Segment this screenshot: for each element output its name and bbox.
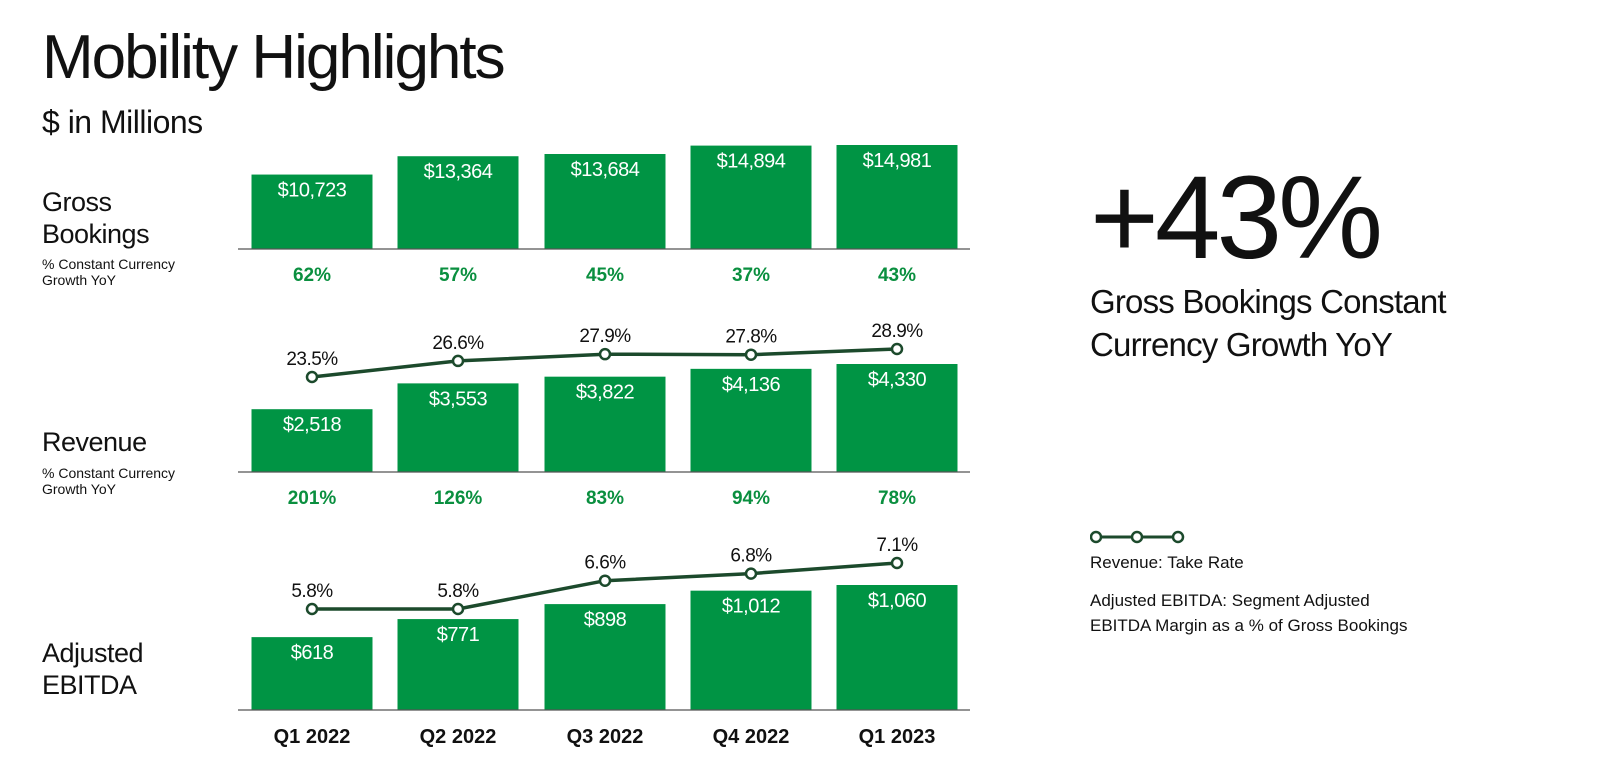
revenue-rate-point [305,370,319,384]
ebitda-label: Adjusted EBITDA [42,637,144,701]
revenue-bar-value-label: $4,136 [722,374,781,396]
gross_bookings-bar-value-label: $14,981 [863,150,932,172]
revenue-bar-value-label: $4,330 [868,369,927,391]
ebitda-rate-point [744,567,758,580]
gross_bookings-growth-label: 62% [293,265,331,286]
revenue-label: Revenue [42,427,147,457]
revenue-bar [397,383,519,472]
ebitda-bar-value-label: $1,060 [868,590,927,612]
gross_bookings-bar-value-label: $14,894 [717,151,786,173]
revenue-rate-point [744,348,758,361]
gross-bookings-sublabel-line2: Growth YoY [42,272,116,288]
page-subtitle: $ in Millions [42,104,203,140]
ebitda-rate-label: 5.8% [291,581,333,602]
line-marker-legend-icon [1090,530,1185,544]
gross-bookings-label-line1: Gross [42,187,112,217]
revenue-rate-label: 26.6% [432,333,484,354]
x-axis-tick-label: Q4 2022 [713,726,790,748]
revenue-bar-value-label: $3,553 [429,388,488,410]
revenue-bar-value-label: $2,518 [283,414,342,436]
revenue-bar-value-label: $3,822 [576,382,635,404]
legend-take-rate: Revenue: Take Rate [1090,553,1244,572]
gross_bookings-growth-label: 45% [586,265,624,286]
page-title: Mobility Highlights [42,23,506,92]
ebitda-rate-point [305,602,319,616]
ebitda-bar [544,604,666,710]
x-axis-tick-label: Q3 2022 [567,726,644,748]
ebitda-rate-label: 6.8% [730,546,772,567]
revenue-growth-label: 83% [586,488,624,509]
gross_bookings-bar-value-label: $13,364 [424,161,493,183]
gross_bookings-bar [544,154,666,249]
revenue-rate-point [890,342,904,356]
ebitda-rate-label: 7.1% [876,535,918,556]
revenue-growth-label: 201% [288,488,337,509]
ebitda-bar [836,585,958,710]
revenue-rate-point [598,347,612,361]
ebitda-bar [397,619,519,710]
gross_bookings-bar-value-label: $10,723 [278,180,347,202]
gross_bookings-bar [397,156,519,249]
ebitda-rate-point [890,556,904,570]
revenue-growth-label: 78% [878,488,916,509]
ebitda-bar-value-label: $771 [437,624,480,646]
revenue-bar [690,368,812,472]
gross-bookings-label: Gross Bookings [42,186,150,250]
x-axis-tick-label: Q2 2022 [420,726,497,748]
revenue-growth-label: 126% [434,488,483,509]
revenue-rate-label: 27.8% [725,327,777,348]
revenue-sublabel-line1: % Constant Currency [42,465,176,481]
gross_bookings-growth-label: 43% [878,265,916,286]
ebitda-rate-point [451,602,465,616]
gross_bookings-bar [836,145,958,249]
revenue-rate-point [451,354,465,368]
ebitda-bar-value-label: $1,012 [722,596,781,618]
legend-ebitda-line2: EBITDA Margin as a % of Gross Bookings [1090,616,1408,635]
revenue-bar [251,409,373,472]
ebitda-rate-point [598,574,612,587]
legend-ebitda-margin: Adjusted EBITDA: Segment Adjusted EBITDA… [1090,588,1407,638]
revenue-bar [544,376,666,472]
legend-ebitda-line1: Adjusted EBITDA: Segment Adjusted [1090,591,1370,610]
highlight-value: +43% [1090,152,1383,284]
revenue-sublabel-line2: Growth YoY [42,481,116,497]
ebitda-bar [690,590,812,710]
gross-bookings-sublabel: % Constant Currency Growth YoY [42,256,175,288]
revenue-rate-label: 28.9% [871,321,923,342]
revenue-growth-label: 94% [732,488,770,509]
ebitda-label-line2: EBITDA [42,670,137,700]
ebitda-bar-value-label: $618 [291,642,334,664]
revenue-rate-label: 27.9% [579,326,631,347]
ebitda-rate-label: 5.8% [437,581,479,602]
gross_bookings-bar-value-label: $13,684 [571,159,640,181]
revenue-rate-label: 23.5% [286,349,338,370]
gross_bookings-bar [690,145,812,249]
gross_bookings-growth-label: 57% [439,265,477,286]
gross-bookings-sublabel-line1: % Constant Currency [42,256,176,272]
gross_bookings-growth-label: 37% [732,265,770,286]
x-axis-tick-label: Q1 2022 [274,726,351,748]
highlight-caption: Gross Bookings Constant Currency Growth … [1090,283,1447,363]
ebitda-rate-label: 6.6% [584,553,626,574]
gross-bookings-label-line2: Bookings [42,219,150,249]
revenue-sublabel: % Constant Currency Growth YoY [42,465,175,497]
gross_bookings-bar [251,174,373,249]
x-axis-tick-label: Q1 2023 [859,726,936,748]
ebitda-bar-value-label: $898 [584,609,627,631]
revenue-bar [836,364,958,472]
ebitda-label-line1: Adjusted [42,638,144,668]
ebitda-bar [251,637,373,710]
